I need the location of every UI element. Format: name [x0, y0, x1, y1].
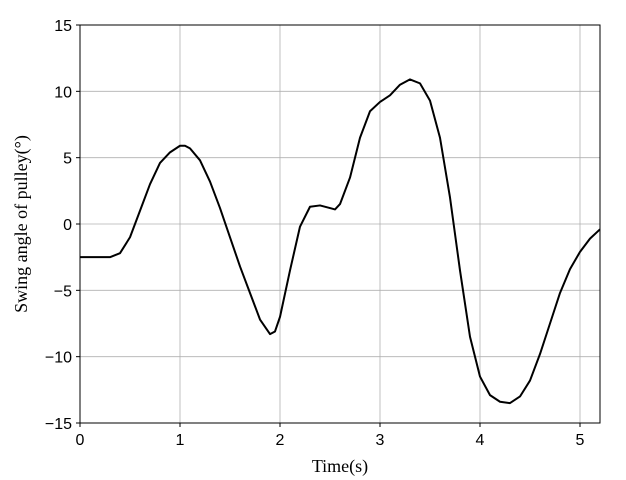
x-tick-label: 4: [476, 432, 485, 449]
y-tick-label: 0: [63, 217, 72, 234]
x-tick-label: 3: [376, 432, 385, 449]
x-tick-label: 1: [176, 432, 185, 449]
line-series: [80, 78, 601, 405]
x-tick-label: 0: [76, 432, 85, 449]
y-tick-label: 15: [54, 18, 72, 35]
y-tick-label: 5: [63, 151, 72, 168]
y-axis-label: Swing angle of pulley(°): [11, 135, 32, 313]
y-tick-label: −10: [45, 350, 72, 367]
x-tick-label: 2: [276, 432, 285, 449]
y-tick-label: 10: [54, 84, 72, 101]
plot-frame: [79, 24, 601, 424]
x-tick-label: 5: [576, 432, 585, 449]
y-tick-label: −5: [54, 283, 72, 300]
x-axis-label: Time(s): [312, 456, 368, 477]
y-tick-label: −15: [45, 416, 72, 433]
